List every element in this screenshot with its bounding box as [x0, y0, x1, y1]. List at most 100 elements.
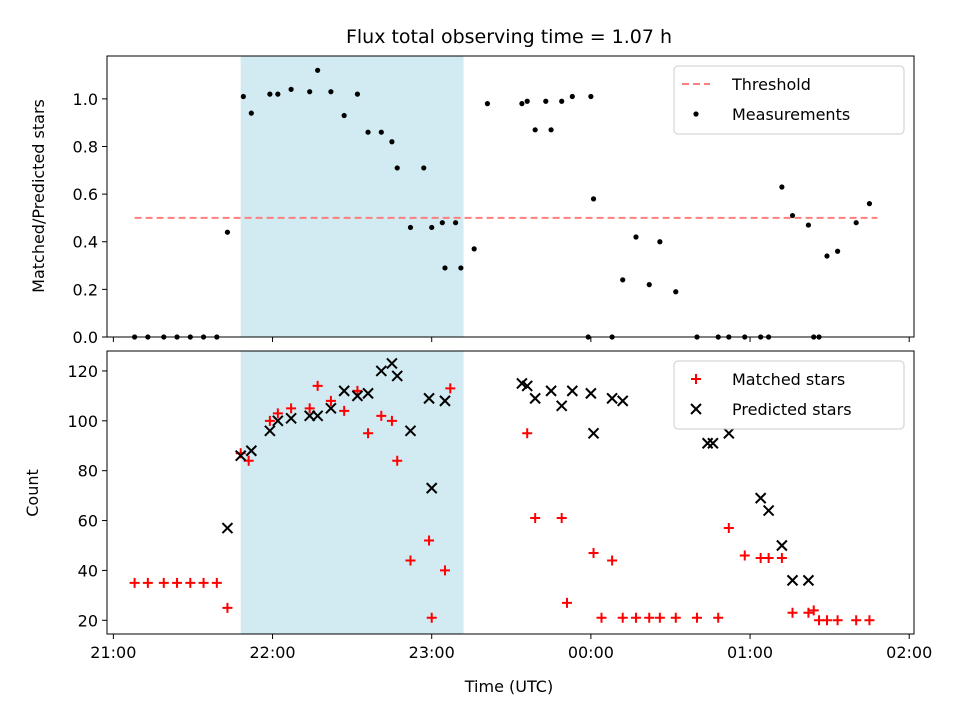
- matched-point: [713, 612, 724, 623]
- measurement-point: [866, 201, 873, 207]
- y-tick-label: 0.4: [73, 233, 98, 252]
- measurement-point: [588, 93, 594, 100]
- matched-point: [556, 513, 567, 524]
- measurement-point: [407, 224, 414, 231]
- x-tick-label: 00:00: [568, 643, 614, 662]
- x-tick-label: 02:00: [886, 643, 932, 662]
- measurement-point: [378, 129, 384, 135]
- predicted-point: [221, 522, 234, 534]
- matched-point: [596, 612, 607, 623]
- matched-point: [654, 612, 665, 623]
- matched-point: [424, 535, 435, 546]
- measurement-point: [805, 222, 812, 228]
- matched-point: [386, 415, 397, 426]
- matched-point: [222, 602, 233, 613]
- measurement-point: [853, 220, 859, 226]
- y-tick-label: 0.0: [73, 328, 98, 347]
- legend-label: Matched stars: [732, 370, 845, 389]
- matched-point: [864, 615, 875, 626]
- predicted-point: [521, 380, 533, 392]
- measurement-point: [524, 98, 530, 104]
- matched-point: [821, 615, 832, 626]
- matched-point: [530, 513, 541, 524]
- predicted-point: [707, 437, 719, 449]
- y-tick-label: 40: [78, 561, 98, 580]
- predicted-point: [701, 437, 714, 449]
- measurement-point: [307, 89, 313, 95]
- predicted-point: [264, 425, 276, 437]
- matched-point: [562, 597, 573, 608]
- matched-point: [776, 552, 787, 563]
- panel-ratio: 0.0 0.2 0.4 0.6 0.8 1.0 Threshold Measurements: [73, 55, 915, 347]
- matched-point: [158, 577, 169, 588]
- predicted-point: [325, 402, 337, 415]
- matched-point: [363, 428, 374, 439]
- x-axis-label: Time (UTC): [464, 677, 553, 696]
- series-predicted-stars: [221, 357, 815, 587]
- matched-point: [426, 612, 437, 623]
- matched-point: [339, 405, 350, 416]
- predicted-point: [606, 392, 618, 405]
- y-axis-label-ratio: Matched/Predicted stars: [29, 99, 48, 293]
- measurement-point: [394, 165, 400, 171]
- matched-point: [129, 577, 140, 588]
- y-tick-label: 20: [78, 611, 98, 630]
- measurement-point: [824, 253, 830, 259]
- x-tick-label: 23:00: [409, 643, 455, 662]
- x-tick-label: 21:00: [90, 643, 136, 662]
- measurement-point: [458, 265, 464, 271]
- matched-point: [272, 408, 283, 419]
- measurement-point: [559, 98, 565, 104]
- legend-symbol: [693, 111, 699, 117]
- matched-point: [352, 385, 363, 396]
- predicted-point: [754, 492, 767, 504]
- measurement-point: [452, 220, 459, 226]
- matched-point: [439, 565, 450, 576]
- measurement-point: [789, 212, 796, 219]
- measurement-point: [442, 265, 448, 271]
- matched-point: [763, 552, 774, 563]
- matched-point: [392, 455, 403, 466]
- y-tick-label: 60: [78, 512, 98, 531]
- measurement-point: [532, 127, 538, 133]
- legend: Matched stars Predicted stars: [673, 360, 905, 430]
- measurement-point: [224, 229, 231, 235]
- predicted-point: [404, 425, 417, 437]
- matched-point: [739, 550, 750, 561]
- series-measurements-2-: [421, 93, 591, 340]
- matched-point: [723, 523, 734, 534]
- y-tick-label: 0.8: [73, 137, 98, 156]
- measurement-point: [633, 234, 639, 240]
- legend-symbol: [690, 403, 702, 415]
- predicted-point: [529, 392, 541, 405]
- predicted-point: [272, 415, 284, 427]
- legend-label: Threshold: [731, 75, 811, 94]
- measurement-point: [328, 89, 334, 95]
- matched-point: [142, 577, 153, 588]
- predicted-point: [802, 574, 815, 587]
- x-tick-label: 22:00: [249, 643, 295, 662]
- panel-count: 21:00 22:00 23:00 00:00 01:00 02:00 20 40 60 80 10…: [67, 350, 932, 662]
- matched-point: [445, 383, 456, 394]
- axes-frame: [106, 55, 915, 338]
- matched-point: [787, 607, 798, 618]
- legend-label: Predicted stars: [732, 400, 852, 419]
- predicted-point: [386, 357, 398, 370]
- matched-point: [264, 415, 275, 426]
- matched-point: [312, 380, 323, 391]
- y-tick-label: 1.0: [73, 90, 98, 109]
- measurement-point: [315, 67, 321, 73]
- measurement-point: [267, 91, 273, 97]
- predicted-point: [426, 482, 438, 494]
- matched-point: [211, 577, 222, 588]
- measurement-point: [569, 93, 575, 100]
- predicted-point: [439, 395, 451, 407]
- predicted-point: [351, 390, 364, 402]
- measurement-point: [240, 93, 246, 100]
- y-tick-label: 80: [78, 462, 98, 481]
- matched-point: [832, 615, 843, 626]
- axes-frame: [106, 350, 915, 635]
- predicted-point: [723, 427, 735, 439]
- matched-point: [851, 615, 862, 626]
- predicted-point: [338, 385, 350, 397]
